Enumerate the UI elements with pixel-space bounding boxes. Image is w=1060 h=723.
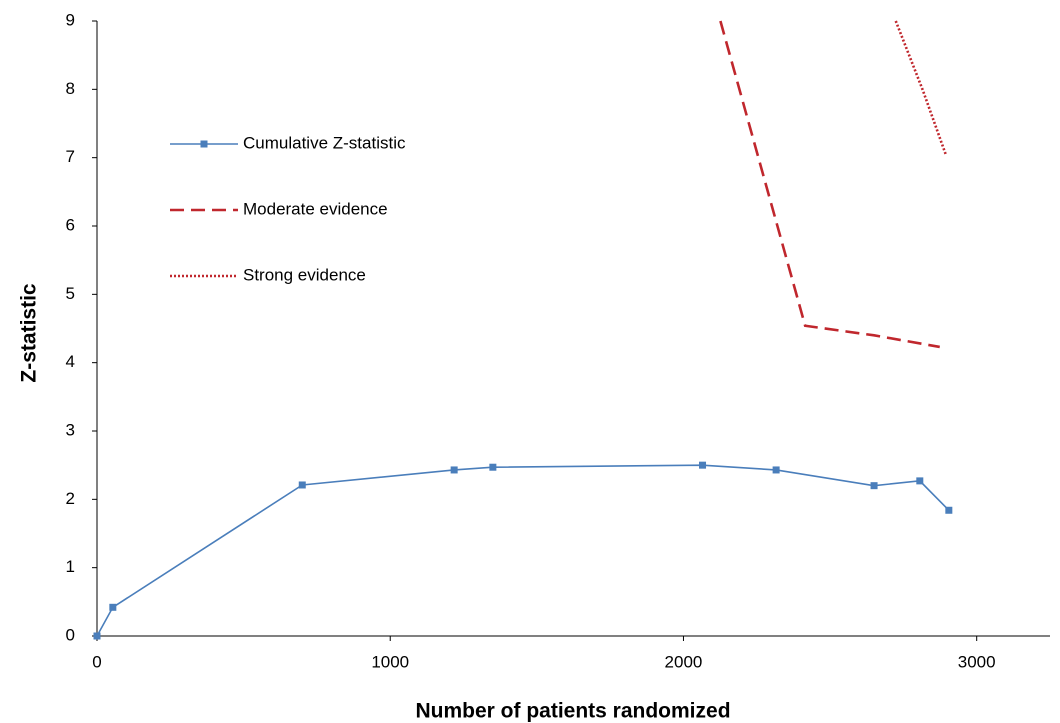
y-tick-label: 4 [66,352,75,371]
marker [298,481,306,489]
marker [916,477,924,485]
legend-marker [200,140,208,148]
y-tick-label: 0 [66,625,75,644]
legend-label: Cumulative Z-statistic [243,133,406,152]
y-tick-label: 6 [66,215,75,234]
y-tick-label: 7 [66,147,75,166]
legend-label: Moderate evidence [243,199,388,218]
marker [109,603,117,611]
x-tick-label: 0 [92,652,101,671]
y-tick-label: 9 [66,10,75,29]
x-tick-label: 2000 [665,652,703,671]
x-tick-label: 1000 [371,652,409,671]
x-tick-label: 3000 [958,652,996,671]
marker [945,506,953,514]
y-tick-label: 1 [66,557,75,576]
x-axis-title: Number of patients randomized [415,700,730,723]
series-line [894,20,948,156]
marker [489,463,497,471]
y-tick-label: 8 [66,79,75,98]
marker [93,632,101,640]
y-tick-label: 5 [66,284,75,303]
y-axis-title: Z-statistic [18,283,41,383]
series-line [96,464,950,637]
marker [870,482,878,490]
marker [699,461,707,469]
y-tick-label: 3 [66,420,75,439]
legend-label: Strong evidence [243,265,366,284]
y-tick-label: 2 [66,489,75,508]
marker [772,466,780,474]
series-line [719,20,940,349]
marker [450,466,458,474]
